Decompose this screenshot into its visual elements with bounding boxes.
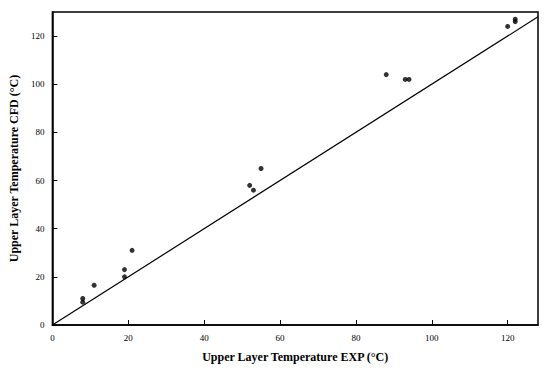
- svg-text:20: 20: [124, 333, 134, 343]
- svg-text:Upper Layer Temperature CFD (°: Upper Layer Temperature CFD (°C): [7, 75, 21, 262]
- svg-text:120: 120: [31, 31, 45, 41]
- svg-text:80: 80: [35, 127, 45, 137]
- svg-text:20: 20: [35, 272, 45, 282]
- svg-text:40: 40: [200, 333, 210, 343]
- svg-text:120: 120: [501, 333, 515, 343]
- svg-text:60: 60: [276, 333, 286, 343]
- svg-text:0: 0: [50, 333, 55, 343]
- svg-text:100: 100: [425, 333, 439, 343]
- svg-text:Upper Layer Temperature EXP (°: Upper Layer Temperature EXP (°C): [202, 350, 388, 364]
- svg-text:0: 0: [40, 320, 45, 330]
- svg-text:80: 80: [351, 333, 361, 343]
- svg-text:40: 40: [35, 224, 45, 234]
- svg-text:100: 100: [31, 79, 45, 89]
- svg-text:60: 60: [35, 176, 45, 186]
